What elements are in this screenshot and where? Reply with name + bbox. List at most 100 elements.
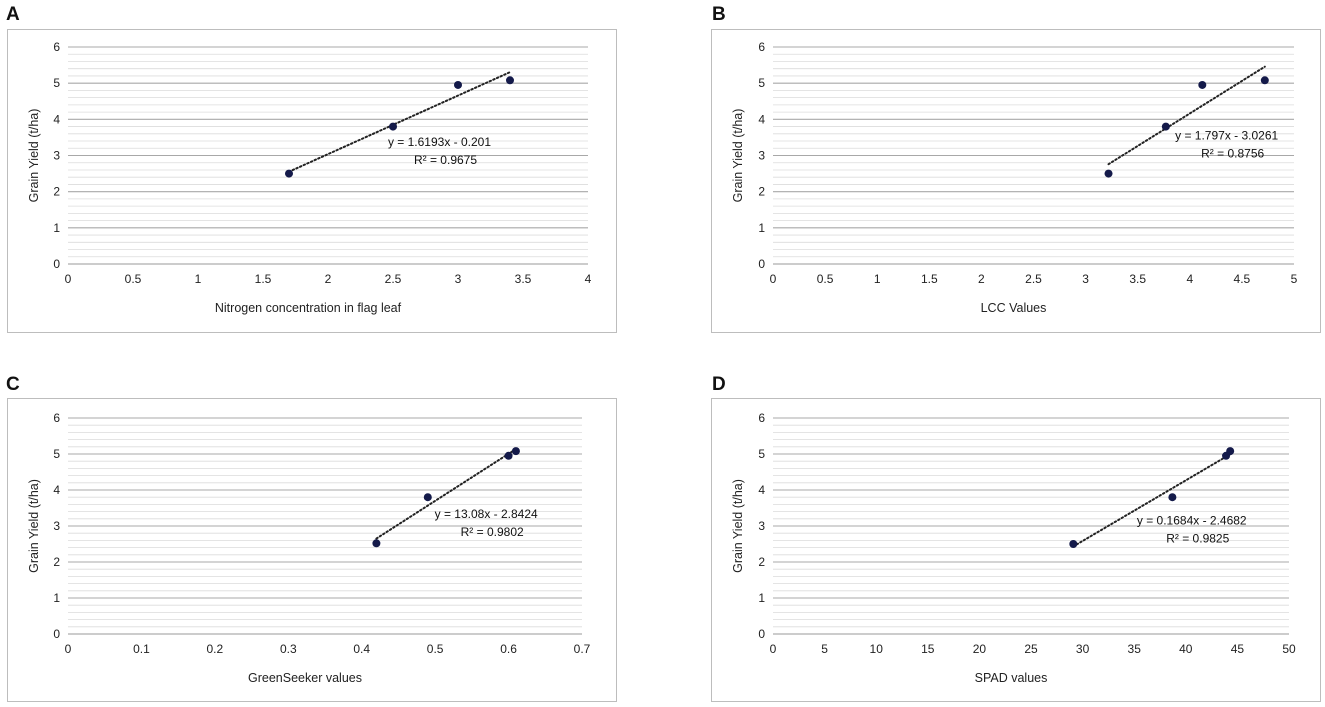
- x-tick-label: 0.5: [427, 642, 444, 656]
- x-axis-label: SPAD values: [975, 671, 1048, 685]
- trendline: [1072, 453, 1232, 548]
- x-tick-label: 5: [821, 642, 828, 656]
- data-point: [1168, 493, 1177, 502]
- y-tick-label: 0: [758, 627, 765, 641]
- x-tick-label: 2: [325, 272, 332, 286]
- y-tick-label: 1: [758, 591, 765, 605]
- trendline: [1107, 65, 1266, 166]
- x-tick-label: 3: [455, 272, 462, 286]
- y-axis-label: Grain Yield (t/ha): [27, 479, 41, 573]
- r-squared-label: R² = 0.9825: [1166, 531, 1229, 545]
- y-axis-label: Grain Yield (t/ha): [27, 109, 41, 203]
- x-tick-label: 0.3: [280, 642, 297, 656]
- x-axis-label: Nitrogen concentration in flag leaf: [215, 301, 402, 315]
- y-tick-label: 4: [758, 112, 765, 126]
- x-tick-label: 4: [1186, 272, 1193, 286]
- x-tick-label: 3.5: [515, 272, 532, 286]
- data-point: [423, 493, 432, 502]
- x-tick-label: 4.5: [1234, 272, 1251, 286]
- y-tick-label: 2: [53, 555, 60, 569]
- x-tick-label: 15: [921, 642, 935, 656]
- trendline: [375, 448, 517, 540]
- x-tick-label: 0.7: [574, 642, 591, 656]
- x-tick-label: 35: [1128, 642, 1142, 656]
- x-tick-label: 10: [870, 642, 884, 656]
- data-point: [1161, 122, 1170, 131]
- data-point: [506, 76, 514, 85]
- x-tick-label: 0: [65, 642, 72, 656]
- data-point: [1104, 169, 1113, 178]
- x-tick-label: 45: [1231, 642, 1245, 656]
- data-point: [511, 447, 520, 456]
- y-tick-label: 6: [53, 40, 60, 54]
- y-tick-label: 4: [53, 112, 60, 126]
- x-tick-label: 5: [1291, 272, 1298, 286]
- y-tick-label: 5: [53, 447, 60, 461]
- x-tick-label: 40: [1179, 642, 1193, 656]
- equation-label: y = 13.08x - 2.8424: [435, 507, 538, 521]
- y-tick-label: 2: [758, 185, 765, 199]
- x-axis-label: LCC Values: [981, 301, 1047, 315]
- x-tick-label: 0.5: [817, 272, 834, 286]
- x-tick-label: 0.1: [133, 642, 150, 656]
- chart-panel-a: 0 1 2 3 4 5 6 0 0.5 1 1.5 2 2.5 3 3.5 4 Nitrogen concent…: [7, 29, 617, 333]
- x-tick-label: 0: [770, 272, 777, 286]
- y-tick-label: 4: [758, 483, 765, 497]
- panel-label-d: D: [712, 374, 726, 395]
- equation-label: y = 1.797x - 3.0261: [1175, 128, 1278, 142]
- x-tick-label: 20: [973, 642, 987, 656]
- chart-svg-c: 0 1 2 3 4 5 6 0 0.1 0.2 0.3 0.4 0.5 0.6 0.7 GreenSeeker…: [27, 411, 591, 685]
- y-tick-label: 5: [53, 76, 60, 90]
- equation-label: y = 0.1684x - 2.4682: [1137, 513, 1247, 527]
- data-point: [389, 122, 397, 131]
- x-tick-label: 1: [874, 272, 881, 286]
- x-tick-label: 25: [1024, 642, 1038, 656]
- y-tick-label: 6: [53, 411, 60, 425]
- x-axis-label: GreenSeeker values: [248, 671, 362, 685]
- x-tick-label: 0.6: [500, 642, 517, 656]
- y-tick-label: 6: [758, 40, 765, 54]
- data-point: [454, 80, 462, 89]
- x-tick-label: 30: [1076, 642, 1090, 656]
- data-point: [372, 539, 381, 548]
- chart-svg-b: 0 1 2 3 4 5 6 0 0.5 1 1.5 2 2.5 3 3.5 4 4.5 5 LCC Values Gr…: [731, 40, 1298, 315]
- x-tick-label: 3: [1082, 272, 1089, 286]
- y-tick-label: 1: [758, 221, 765, 235]
- x-tick-label: 0.5: [125, 272, 142, 286]
- y-tick-label: 5: [758, 76, 765, 90]
- y-tick-label: 2: [758, 555, 765, 569]
- x-tick-label: 4: [585, 272, 592, 286]
- chart-panel-c: 0 1 2 3 4 5 6 0 0.1 0.2 0.3 0.4 0.5 0.6 0.7 GreenSeeker…: [7, 398, 617, 702]
- x-tick-label: 0.2: [207, 642, 224, 656]
- x-tick-label: 2: [978, 272, 985, 286]
- y-tick-label: 0: [758, 257, 765, 271]
- y-tick-label: 3: [758, 149, 765, 163]
- y-tick-label: 3: [53, 149, 60, 163]
- y-tick-label: 0: [53, 257, 60, 271]
- chart-svg-a: 0 1 2 3 4 5 6 0 0.5 1 1.5 2 2.5 3 3.5 4 Nitrogen concent…: [27, 40, 592, 315]
- trendline: [288, 71, 511, 173]
- x-tick-label: 2.5: [385, 272, 402, 286]
- panel-label-c: C: [6, 374, 20, 395]
- x-tick-label: 1.5: [921, 272, 938, 286]
- x-tick-label: 1: [195, 272, 202, 286]
- x-tick-label: 3.5: [1129, 272, 1146, 286]
- data-point: [1226, 447, 1235, 456]
- x-tick-label: 0.4: [353, 642, 370, 656]
- data-point: [1260, 76, 1269, 85]
- x-tick-label: 0: [770, 642, 777, 656]
- r-squared-label: R² = 0.9675: [414, 153, 477, 167]
- data-point: [1198, 80, 1207, 89]
- r-squared-label: R² = 0.8756: [1201, 146, 1264, 160]
- r-squared-label: R² = 0.9802: [461, 525, 524, 539]
- y-tick-label: 5: [758, 447, 765, 461]
- y-tick-label: 0: [53, 627, 60, 641]
- y-tick-label: 3: [758, 519, 765, 533]
- data-point: [504, 451, 513, 460]
- y-axis-label: Grain Yield (t/ha): [731, 479, 745, 573]
- y-tick-label: 1: [53, 591, 60, 605]
- y-tick-label: 3: [53, 519, 60, 533]
- data-point: [1069, 540, 1078, 548]
- panel-label-a: A: [6, 4, 20, 25]
- equation-label: y = 1.6193x - 0.201: [388, 135, 491, 149]
